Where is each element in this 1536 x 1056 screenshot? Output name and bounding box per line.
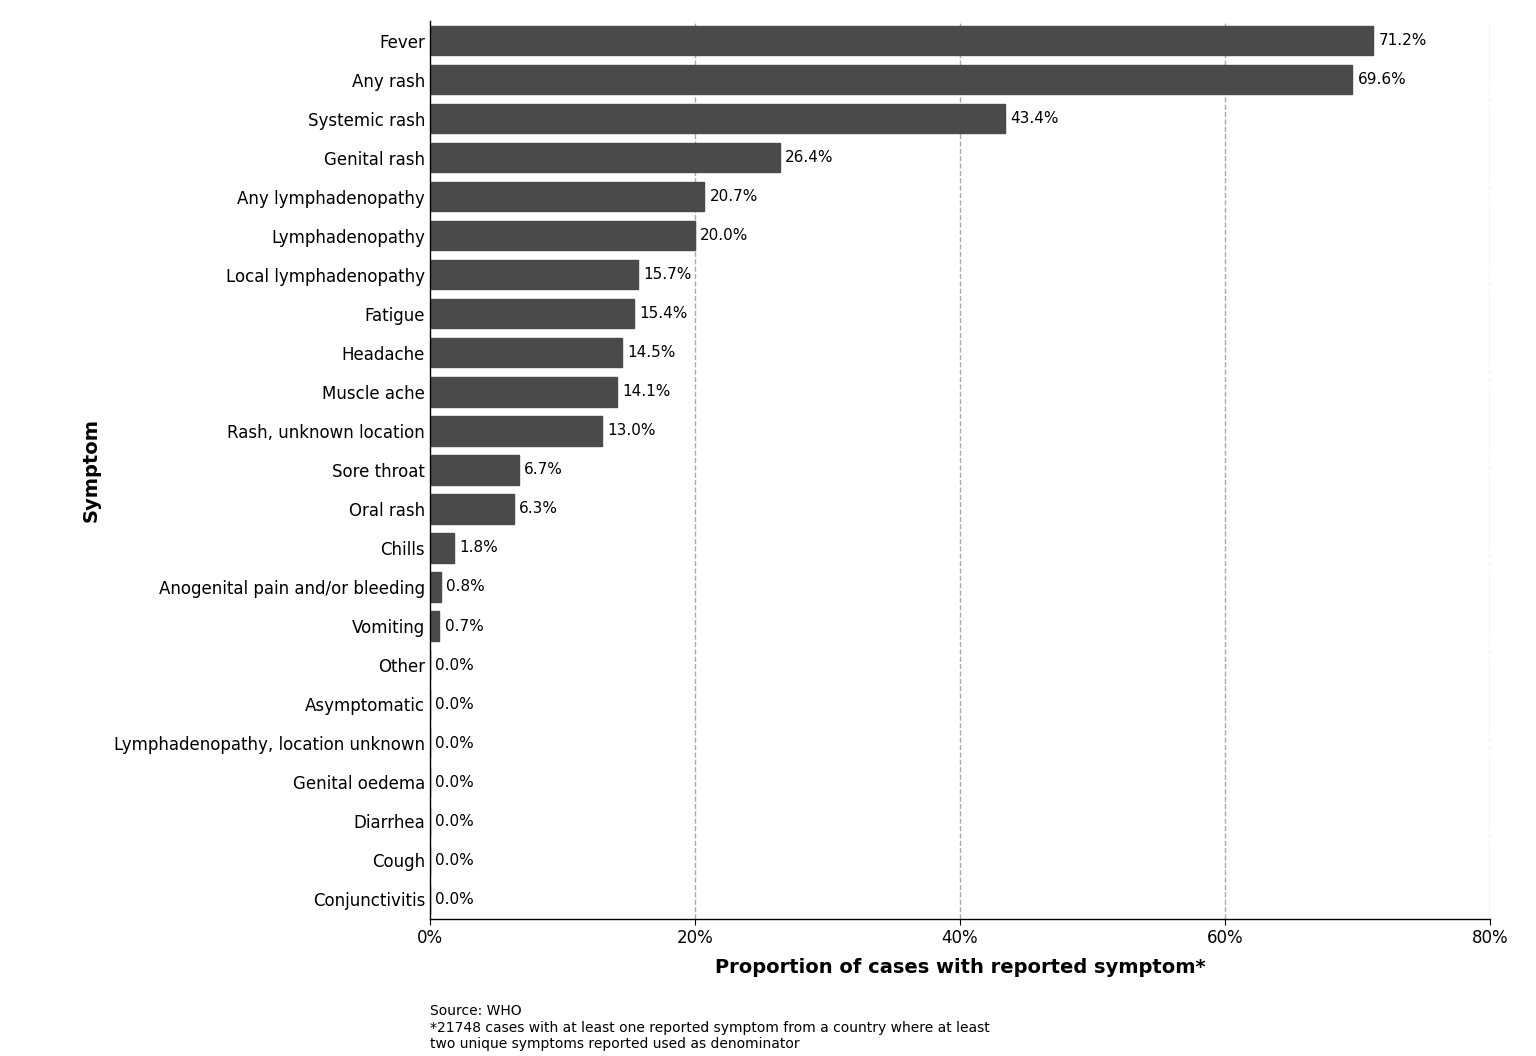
Bar	[430, 143, 780, 172]
Text: 0.0%: 0.0%	[435, 814, 475, 829]
Text: 6.3%: 6.3%	[519, 502, 558, 516]
Text: 1.8%: 1.8%	[459, 541, 498, 555]
X-axis label: Proportion of cases with reported symptom*: Proportion of cases with reported sympto…	[714, 958, 1206, 977]
Text: 0.0%: 0.0%	[435, 891, 475, 907]
Text: 15.4%: 15.4%	[639, 306, 688, 321]
Text: 20.0%: 20.0%	[700, 228, 748, 243]
Bar	[430, 455, 519, 485]
Text: 6.7%: 6.7%	[524, 463, 564, 477]
Bar	[430, 221, 694, 250]
Text: 69.6%: 69.6%	[1358, 72, 1405, 88]
Text: 0.7%: 0.7%	[444, 619, 484, 634]
Bar	[430, 338, 622, 367]
Text: 14.1%: 14.1%	[622, 384, 671, 399]
Bar	[430, 377, 617, 407]
Bar	[430, 26, 1373, 55]
Text: 71.2%: 71.2%	[1379, 33, 1427, 49]
Text: 43.4%: 43.4%	[1011, 111, 1058, 126]
Text: 26.4%: 26.4%	[785, 150, 834, 165]
Text: 0.0%: 0.0%	[435, 852, 475, 868]
Bar	[430, 572, 441, 602]
Bar	[430, 182, 705, 211]
Text: 14.5%: 14.5%	[628, 345, 676, 360]
Text: 0.0%: 0.0%	[435, 775, 475, 790]
Text: 0.0%: 0.0%	[435, 658, 475, 673]
Bar	[430, 260, 637, 289]
Text: 13.0%: 13.0%	[608, 423, 656, 438]
Bar	[430, 494, 513, 524]
Bar	[430, 533, 455, 563]
Bar	[430, 416, 602, 446]
Text: Source: WHO
*21748 cases with at least one reported symptom from a country where: Source: WHO *21748 cases with at least o…	[430, 1004, 989, 1051]
Y-axis label: Symptom: Symptom	[81, 418, 100, 522]
Text: 0.8%: 0.8%	[445, 580, 485, 595]
Text: 0.0%: 0.0%	[435, 697, 475, 712]
Text: 15.7%: 15.7%	[644, 267, 691, 282]
Bar	[430, 611, 439, 641]
Bar	[430, 65, 1352, 94]
Bar	[430, 105, 1005, 133]
Text: 20.7%: 20.7%	[710, 189, 757, 204]
Text: 0.0%: 0.0%	[435, 736, 475, 751]
Bar	[430, 299, 634, 328]
